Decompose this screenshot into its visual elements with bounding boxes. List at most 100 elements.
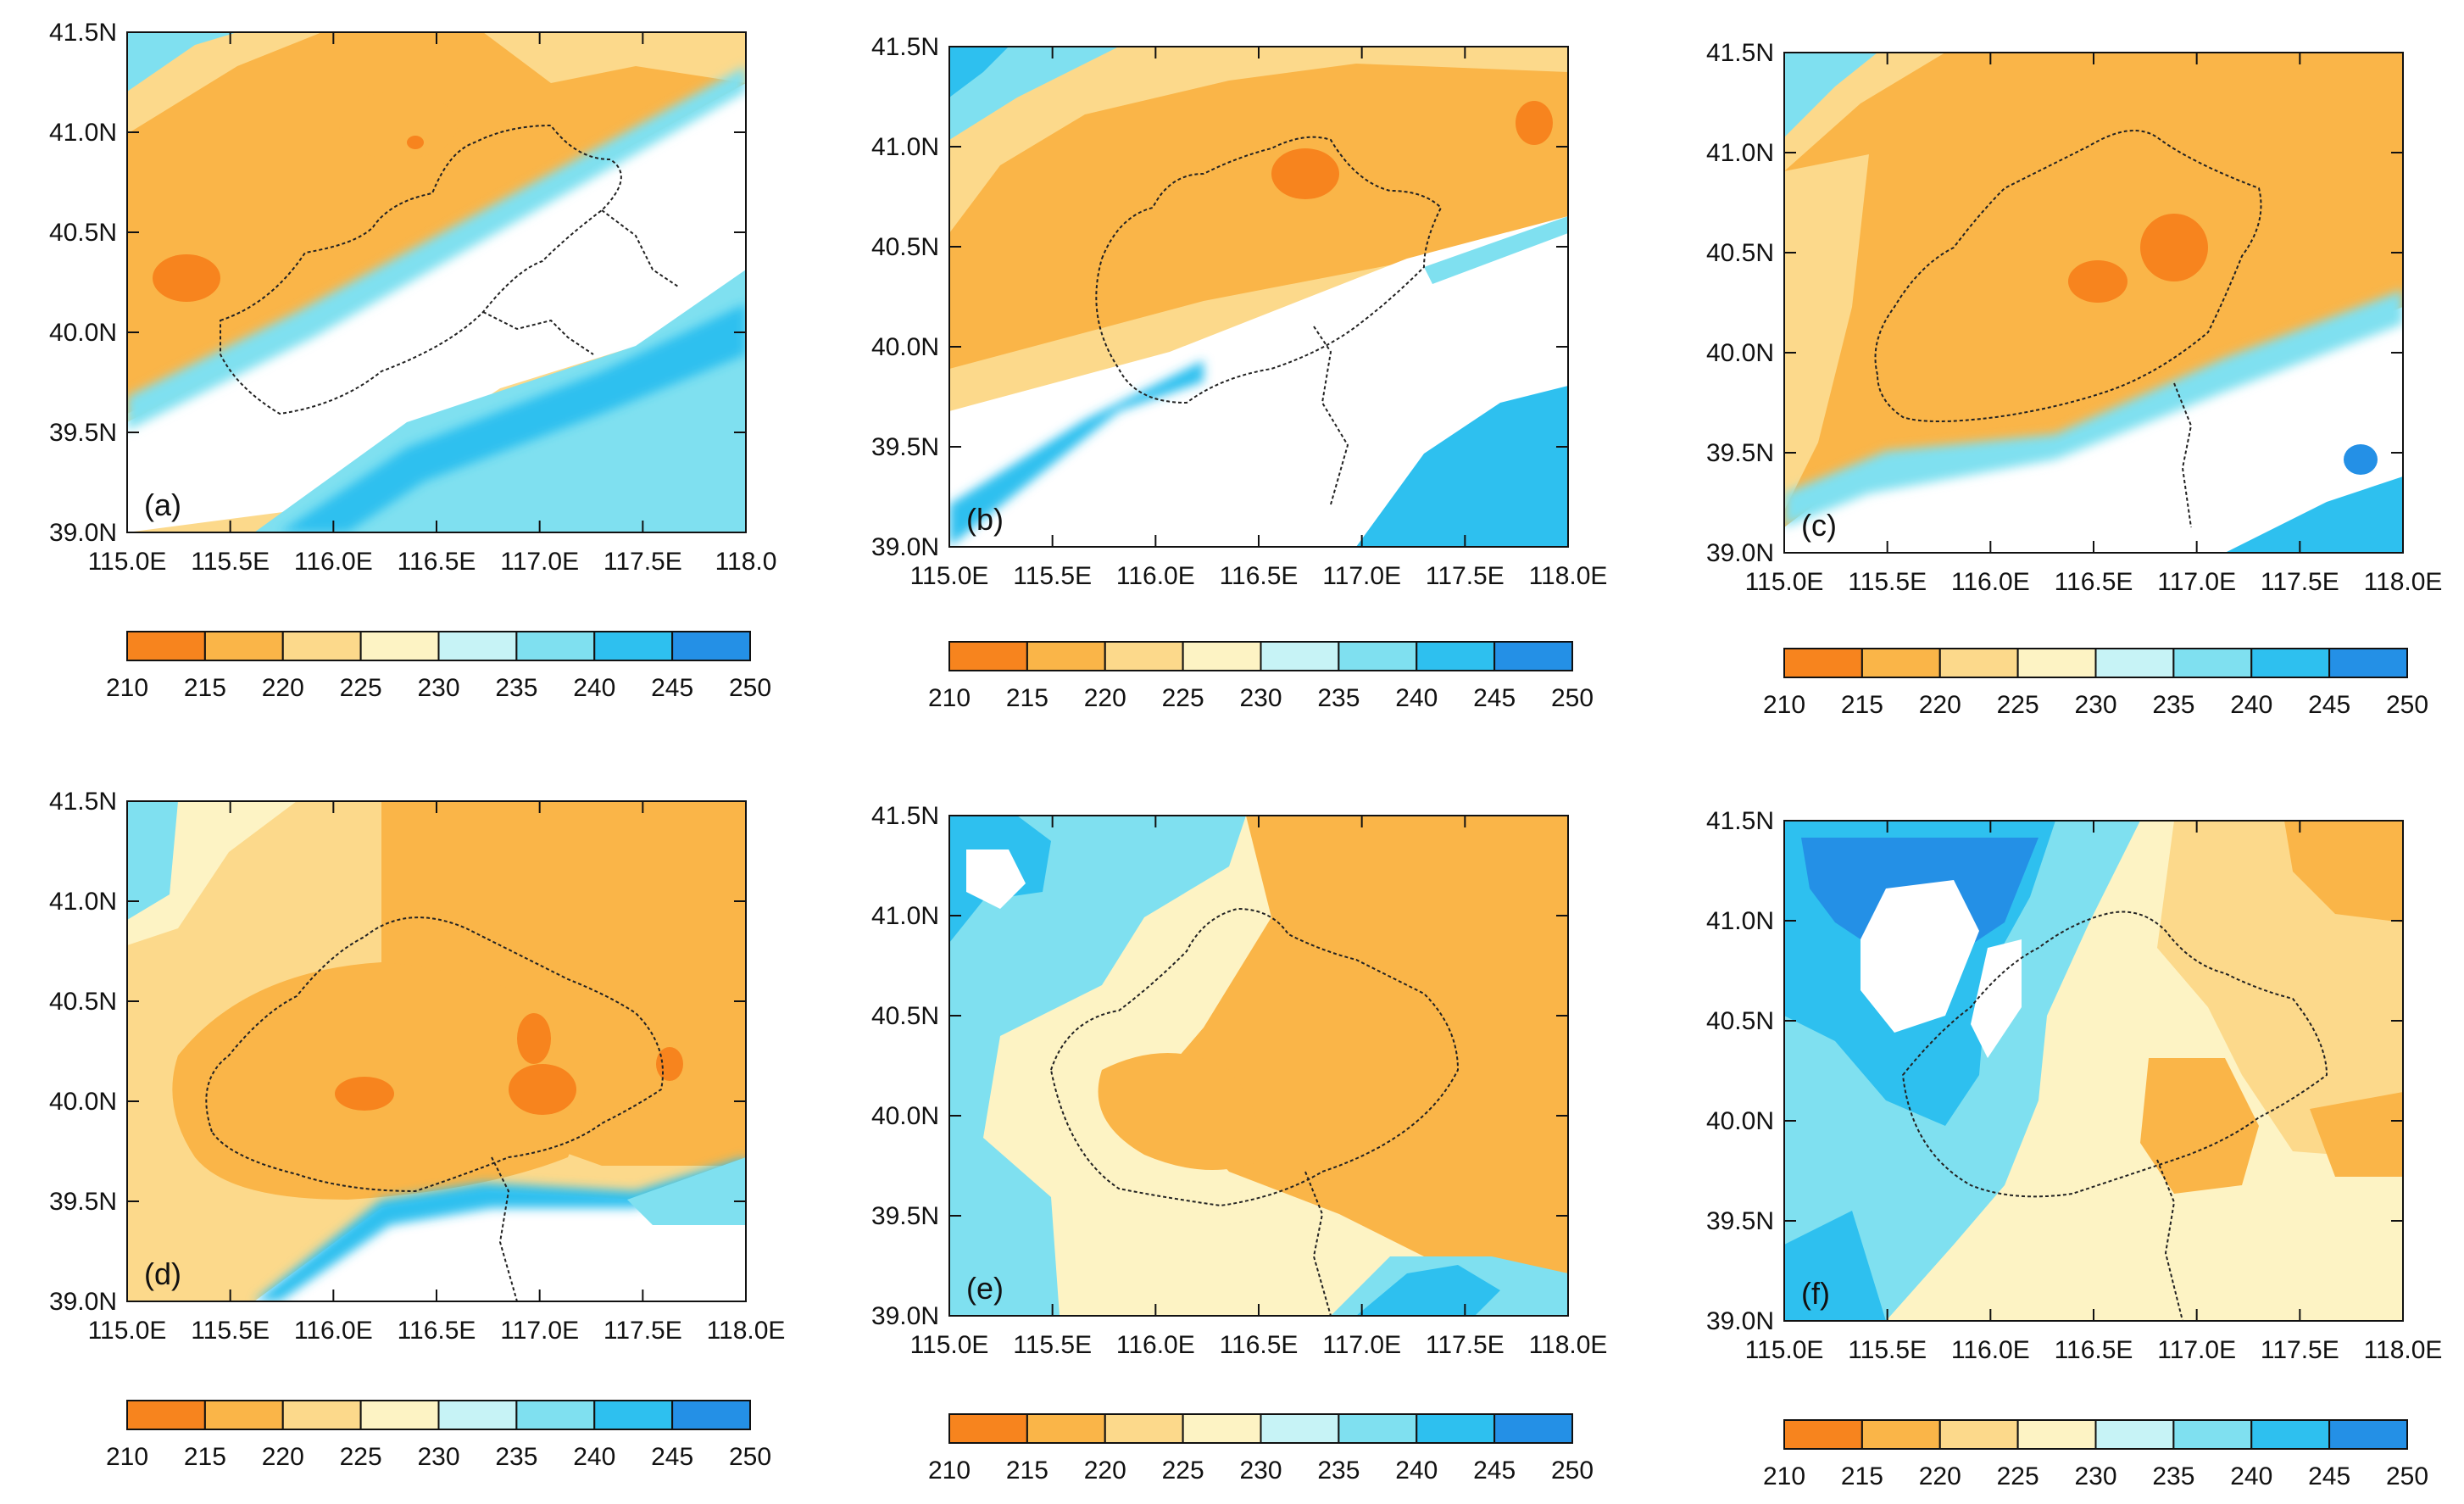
colorbar-swatch <box>1783 648 1863 678</box>
colorbar-label: 245 <box>1473 1457 1516 1485</box>
y-tick-label: 40.5N <box>871 233 939 261</box>
map-field-d <box>127 801 746 1301</box>
colorbar-label: 215 <box>1006 684 1048 712</box>
colorbar-swatch <box>1338 1413 1418 1444</box>
colorbar-label: 220 <box>1919 691 1961 719</box>
colorbar-swatch <box>948 1413 1028 1444</box>
colorbar-label: 225 <box>1162 684 1204 712</box>
y-tick-label: 41.5N <box>871 33 939 61</box>
colorbar-swatch <box>359 631 440 661</box>
y-tick-label: 41.0N <box>1706 907 1774 935</box>
y-tick-label: 40.5N <box>871 1002 939 1030</box>
y-tick-label: 40.5N <box>1706 239 1774 267</box>
panel-e <box>948 815 1569 1317</box>
colorbar-swatch <box>1938 1419 2019 1450</box>
y-tick-label: 41.5N <box>871 802 939 830</box>
colorbar-b: 210 215 220 225 230 235 240 245 250 <box>928 641 1594 712</box>
colorbar-label: 235 <box>2152 1462 2194 1490</box>
colorbar-swatch <box>671 1400 751 1430</box>
colorbar-label: 220 <box>1919 1462 1961 1490</box>
colorbar-label: 250 <box>729 674 771 702</box>
map-field-f <box>1784 821 2403 1321</box>
y-tick-label: 39.0N <box>871 1302 939 1330</box>
y-tick-label: 40.0N <box>1706 1107 1774 1135</box>
y-tick-label: 41.0N <box>871 902 939 930</box>
x-tick-label: 115.5E <box>1848 568 1927 596</box>
x-tick-label: 117.5E <box>1426 562 1505 590</box>
colorbar-label: 220 <box>1084 1457 1126 1485</box>
colorbar-label: 240 <box>573 1443 615 1471</box>
x-tick-label: 117.5E <box>603 1317 682 1345</box>
map-field-a <box>127 32 746 532</box>
x-tick-label: 116.5E <box>1220 562 1299 590</box>
colorbar-label: 210 <box>106 674 148 702</box>
y-tick-label: 41.5N <box>1706 807 1774 835</box>
colorbar-swatch <box>1104 1413 1184 1444</box>
colorbar-swatch <box>1783 1419 1863 1450</box>
y-tick-label: 41.5N <box>49 788 117 816</box>
colorbar-label: 240 <box>2230 1462 2272 1490</box>
y-tick-label: 39.0N <box>1706 1307 1774 1335</box>
colorbar-swatch <box>1861 648 1941 678</box>
y-tick-label: 41.5N <box>49 19 117 47</box>
colorbar-swatch <box>2016 648 2097 678</box>
x-tick-label: 116.5E <box>1220 1331 1299 1359</box>
x-tick-label: 115.5E <box>1013 562 1092 590</box>
x-tick-label: 115.5E <box>1013 1331 1092 1359</box>
colorbar-swatch <box>2094 1419 2175 1450</box>
x-tick-label: 117.0E <box>1322 1331 1401 1359</box>
x-tick-label: 117.0E <box>2157 568 2236 596</box>
y-tick-label: 39.0N <box>1706 539 1774 567</box>
panel-label: (f) <box>1801 1276 1830 1311</box>
y-tick-label: 39.5N <box>49 1188 117 1216</box>
panel-label: (e) <box>966 1271 1004 1306</box>
x-tick-label: 116.5E <box>398 548 476 576</box>
y-tick-label: 39.5N <box>871 1202 939 1230</box>
x-tick-label: 115.0E <box>910 562 989 590</box>
colorbar-swatch <box>437 1400 518 1430</box>
x-tick-label: 118.0E <box>2364 568 2443 596</box>
colorbar-swatch <box>2172 648 2253 678</box>
colorbar-swatch <box>126 1400 206 1430</box>
colorbar-swatch <box>1493 641 1573 671</box>
colorbar-swatch <box>359 1400 440 1430</box>
colorbar-label: 240 <box>1395 1457 1438 1485</box>
axes-b: 115.0E 115.5E 116.0E 116.5E 117.0E 117.5E 118.… <box>871 33 1607 590</box>
colorbar-swatch <box>1260 641 1340 671</box>
y-tick-label: 41.0N <box>49 119 117 147</box>
colorbar-swatch <box>671 631 751 661</box>
colorbar-label: 250 <box>1551 684 1594 712</box>
axes-a: 115.0E 115.5E 116.0E 116.5E 117.0E 117.5E 118.… <box>49 19 776 576</box>
colorbar-label: 225 <box>340 674 382 702</box>
x-tick-label: 115.0E <box>1745 1336 1824 1364</box>
colorbar-label: 235 <box>1317 1457 1360 1485</box>
colorbar-swatch <box>1416 641 1496 671</box>
colorbar-label: 225 <box>1162 1457 1204 1485</box>
colorbar-label: 245 <box>2308 691 2350 719</box>
colorbar-label: 250 <box>2386 691 2428 719</box>
axes-e: 115.0E 115.5E 116.0E 116.5E 117.0E 117.5E 118.… <box>871 802 1607 1359</box>
colorbar-label: 245 <box>651 1443 693 1471</box>
x-tick-label: 115.5E <box>191 548 270 576</box>
colorbar-swatch <box>2328 648 2408 678</box>
y-tick-label: 39.5N <box>871 433 939 461</box>
x-tick-label: 115.5E <box>1848 1336 1927 1364</box>
colorbar-swatch <box>515 631 596 661</box>
colorbar-swatch <box>126 631 206 661</box>
colorbar-swatch <box>2250 1419 2331 1450</box>
colorbar-label: 230 <box>417 1443 459 1471</box>
colorbar-swatch <box>1260 1413 1340 1444</box>
colorbar-e: 210 215 220 225 230 235 240 245 250 <box>928 1413 1594 1485</box>
colorbar-label: 250 <box>2386 1462 2428 1490</box>
x-tick-label: 117.5E <box>2261 568 2339 596</box>
colorbar-swatch <box>2328 1419 2408 1450</box>
x-tick-label: 115.0E <box>88 548 167 576</box>
x-tick-label: 116.0E <box>294 548 373 576</box>
x-tick-label: 117.5E <box>2261 1336 2339 1364</box>
x-tick-label: 115.5E <box>191 1317 270 1345</box>
colorbar-label: 225 <box>340 1443 382 1471</box>
colorbar-swatch <box>515 1400 596 1430</box>
panel-c <box>1783 52 2404 554</box>
x-tick-label: 116.5E <box>2055 568 2133 596</box>
